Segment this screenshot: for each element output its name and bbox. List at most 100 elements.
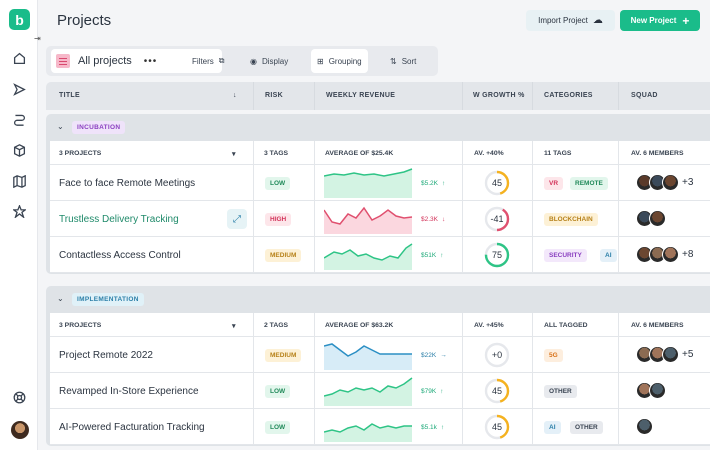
- table-row[interactable]: Face to face Remote Meetings LOW $5.2K ↑ 45 V…: [50, 165, 710, 201]
- summary-projects: 3 PROJECTS: [59, 322, 102, 329]
- support-icon[interactable]: [11, 389, 27, 405]
- squad-avatars[interactable]: [636, 382, 666, 399]
- squad-avatars[interactable]: +5: [636, 346, 693, 363]
- squad-avatars[interactable]: [636, 418, 653, 435]
- summary-growth: AV. +40%: [474, 150, 504, 157]
- table-row[interactable]: AI-Powered Facturation Tracking LOW $5.1k ↑…: [50, 409, 710, 445]
- summary-revenue: AVERAGE OF $25.4K: [325, 150, 394, 157]
- new-project-button[interactable]: New Project +: [620, 10, 700, 31]
- page-title: Projects: [57, 12, 112, 29]
- cell-divider: [314, 313, 315, 336]
- summary-squad: AV. 6 MEMBERS: [631, 322, 684, 329]
- route-icon[interactable]: [11, 111, 27, 127]
- list-icon: [56, 54, 70, 68]
- category-tag[interactable]: SECURITY: [544, 249, 587, 262]
- table-row[interactable]: Revamped In-Store Experience LOW $79K ↑ 45 OT…: [50, 373, 710, 409]
- summary-tags: 3 TAGS: [264, 150, 289, 157]
- home-icon[interactable]: [11, 50, 27, 66]
- view-selector[interactable]: All projects •••: [51, 49, 222, 73]
- avatar[interactable]: [649, 210, 666, 227]
- more-members-count[interactable]: +3: [682, 177, 694, 188]
- project-name[interactable]: Face to face Remote Meetings: [59, 178, 196, 189]
- col-title[interactable]: TITLE: [59, 92, 80, 99]
- cell-divider: [532, 165, 533, 200]
- revenue-sparkline: [324, 206, 413, 234]
- project-name[interactable]: Revamped In-Store Experience: [59, 386, 199, 397]
- col-risk[interactable]: RISK: [265, 92, 283, 99]
- revenue-value: $51K ↑: [421, 252, 443, 259]
- project-name[interactable]: Project Remote 2022: [59, 350, 153, 361]
- sidebar: b ⇥: [0, 0, 41, 450]
- revenue-sparkline: [324, 343, 412, 370]
- category-tag[interactable]: 5G: [544, 349, 563, 362]
- revenue-text: $51K: [421, 252, 437, 259]
- col-growth[interactable]: W GROWTH %: [473, 92, 525, 99]
- send-icon[interactable]: [11, 81, 27, 97]
- category-tag[interactable]: OTHER: [544, 385, 577, 398]
- more-members-count[interactable]: +8: [682, 249, 694, 260]
- cell-divider: [618, 409, 619, 444]
- squad-avatars[interactable]: +8: [636, 246, 693, 263]
- display-button[interactable]: ◉ Display: [250, 49, 288, 73]
- category-tag[interactable]: OTHER: [570, 421, 603, 434]
- category-tag[interactable]: AI: [600, 249, 617, 262]
- revenue-sparkline: [324, 423, 412, 442]
- category-tag[interactable]: BLOCKCHAIN: [544, 213, 598, 226]
- filters-button[interactable]: Filters ⧉: [192, 49, 225, 73]
- revenue-value: $5.1k ↑: [421, 424, 444, 431]
- category-tag[interactable]: REMOTE: [570, 177, 608, 190]
- sort-button[interactable]: ⇅ Sort: [390, 49, 416, 73]
- expand-sidebar-icon[interactable]: ⇥: [34, 34, 41, 43]
- grouping-button[interactable]: ⊞ Grouping: [311, 49, 368, 73]
- import-project-button[interactable]: Import Project ☁: [526, 10, 615, 31]
- chevron-down-icon[interactable]: ▾: [232, 151, 236, 158]
- project-name[interactable]: Contactless Access Control: [59, 250, 181, 261]
- category-tag[interactable]: AI: [544, 421, 561, 434]
- more-options-icon[interactable]: •••: [143, 55, 158, 67]
- table-row[interactable]: Contactless Access Control MEDIUM $51K ↑ 75 S…: [50, 237, 710, 273]
- table-row[interactable]: Trustless Delivery Tracking ⤢ HIGH $2.3K ↓ -4…: [50, 201, 710, 237]
- user-avatar[interactable]: [11, 421, 29, 439]
- chevron-down-icon[interactable]: ▾: [232, 323, 236, 330]
- star-icon[interactable]: [11, 203, 27, 219]
- cell-divider: [314, 165, 315, 200]
- cell-divider: [618, 201, 619, 236]
- cell-divider: [532, 237, 533, 272]
- summary-projects: 3 PROJECTS: [59, 150, 102, 157]
- squad-avatars[interactable]: +3: [636, 174, 693, 191]
- app-logo[interactable]: b: [9, 9, 30, 30]
- project-name[interactable]: AI-Powered Facturation Tracking: [59, 422, 205, 433]
- expand-icon[interactable]: ⤢: [227, 209, 247, 229]
- avatar[interactable]: [662, 174, 679, 191]
- summary-categories: ALL TAGGED: [544, 322, 588, 329]
- box-icon[interactable]: [11, 142, 27, 158]
- avatar[interactable]: [649, 382, 666, 399]
- revenue-text: $5.2K: [421, 180, 438, 187]
- category-tag[interactable]: VR: [544, 177, 564, 190]
- sort-down-icon[interactable]: ↓: [233, 92, 237, 99]
- avatar[interactable]: [662, 346, 679, 363]
- map-icon[interactable]: [11, 173, 27, 189]
- col-squad[interactable]: SQUAD: [631, 92, 658, 99]
- projects-table: TITLE ↓ RISK WEEKLY REVENUE W GROWTH % C…: [46, 82, 710, 450]
- chevron-down-icon[interactable]: ⌄: [57, 294, 64, 303]
- group-implementation: ⌄ IMPLEMENTATION 3 PROJECTS 2 TAGS AVERAGE O…: [46, 286, 710, 446]
- project-name[interactable]: Trustless Delivery Tracking: [59, 214, 179, 225]
- growth-gauge: [484, 378, 510, 404]
- cell-divider: [253, 373, 254, 408]
- col-revenue[interactable]: WEEKLY REVENUE: [326, 92, 396, 99]
- cell-divider: [532, 201, 533, 236]
- summary-squad: AV. 6 MEMBERS: [631, 150, 684, 157]
- summary-revenue: AVERAGE OF $63.2K: [325, 322, 394, 329]
- col-categories[interactable]: CATEGORIES: [544, 92, 593, 99]
- sliders-icon: ⧉: [218, 56, 225, 65]
- avatar[interactable]: [662, 246, 679, 263]
- squad-avatars[interactable]: [636, 210, 666, 227]
- cell-divider: [532, 409, 533, 444]
- avatar[interactable]: [636, 418, 653, 435]
- new-label: New Project: [630, 16, 677, 25]
- cell-divider: [314, 201, 315, 236]
- more-members-count[interactable]: +5: [682, 349, 694, 360]
- chevron-down-icon[interactable]: ⌄: [57, 122, 64, 131]
- table-row[interactable]: Project Remote 2022 MEDIUM $22K → +0 5G +5: [50, 337, 710, 373]
